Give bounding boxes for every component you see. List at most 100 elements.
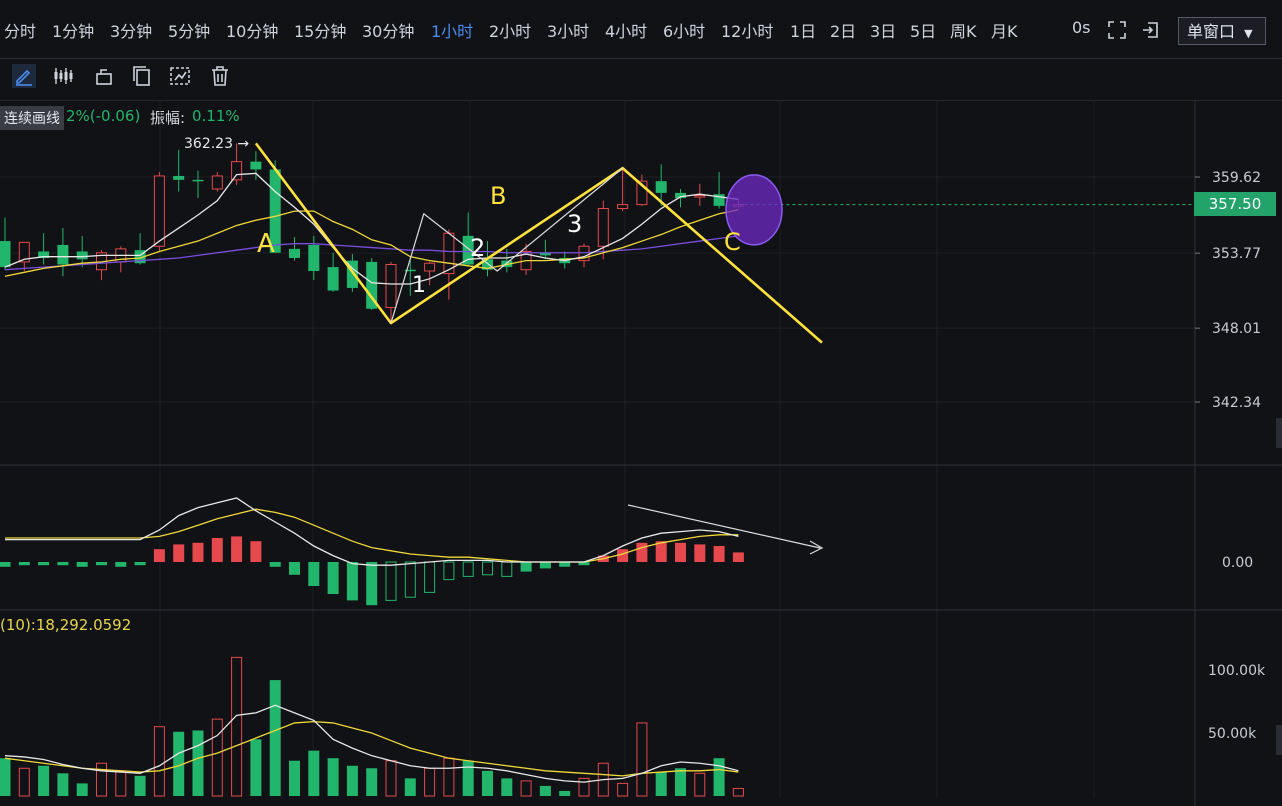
volume-bar-33 (636, 722, 648, 797)
macd-bar-27 (520, 562, 532, 572)
candle-body-13 (250, 161, 262, 170)
timeframe-tab-4[interactable]: 10分钟 (226, 22, 279, 41)
candle-9 (173, 149, 185, 192)
price-tick-label-0: 359.62 (1212, 170, 1261, 186)
refresh-interval[interactable]: 0s (1072, 18, 1091, 37)
candle-19 (366, 257, 378, 311)
candle-36 (694, 183, 706, 206)
candle-4 (76, 235, 88, 268)
candle-22 (424, 261, 436, 286)
candle-2 (38, 233, 50, 265)
candle-15 (289, 237, 300, 261)
wave-label-2: 2 (470, 234, 485, 262)
candles-icon[interactable] (52, 64, 76, 88)
candle-body-12 (231, 161, 243, 181)
trash-icon[interactable] (208, 64, 232, 88)
timeframe-tab-2[interactable]: 3分钟 (110, 22, 153, 41)
candle-33 (636, 174, 648, 206)
candle-38 (732, 199, 744, 209)
macd-bar-31 (597, 555, 609, 562)
scroll-handle-2 (1276, 725, 1282, 755)
volume-bar-12 (231, 656, 243, 797)
popout-icon[interactable] (1140, 20, 1160, 40)
timeframe-tab-11[interactable]: 6小时 (663, 22, 706, 41)
volume-bar-8 (153, 726, 165, 797)
timeframe-tab-7[interactable]: 1小时 (431, 22, 474, 41)
candle-body-36 (694, 194, 706, 198)
timeframe-tab-5[interactable]: 15分钟 (294, 22, 347, 41)
volume-bar-28 (539, 785, 551, 796)
price-tick-label-3: 342.34 (1212, 395, 1261, 411)
macd-bar-26 (501, 561, 513, 577)
wave-label-3: 3 (567, 210, 582, 238)
candle-body-14 (269, 169, 281, 253)
macd-bar-17 (327, 562, 339, 594)
lock-icon[interactable] (92, 64, 116, 88)
candle-34 (655, 164, 667, 206)
volume-tick-label-0: 100.00k (1208, 663, 1266, 679)
timeframe-tab-3[interactable]: 5分钟 (168, 22, 211, 41)
timeframe-tab-16[interactable]: 5日 (910, 22, 937, 41)
candle-5 (96, 250, 107, 281)
candle-body-19 (366, 261, 378, 309)
timeframe-tab-18[interactable]: 月K (991, 22, 1018, 41)
pen-icon[interactable] (12, 64, 36, 88)
timeframe-tab-9[interactable]: 3小时 (547, 22, 590, 41)
candle-body-24 (462, 235, 474, 265)
candle-30 (578, 243, 590, 268)
amplitude-label: 振幅: (150, 109, 186, 127)
macd-bar-6 (115, 562, 127, 567)
candle-body-15 (289, 248, 300, 258)
timeframe-tab-10[interactable]: 4小时 (605, 22, 648, 41)
macd-bar-16 (308, 562, 320, 586)
timeframe-tab-13[interactable]: 1日 (790, 22, 817, 41)
timeframe-tab-15[interactable]: 3日 (870, 22, 897, 41)
macd-bar-21 (404, 561, 416, 598)
volume-bar-7 (134, 775, 146, 796)
macd-bar-36 (694, 544, 706, 562)
macd-bar-14 (269, 562, 281, 567)
candle-body-4 (76, 251, 88, 260)
volume-bar-18 (346, 765, 358, 796)
timeframe-tab-8[interactable]: 2小时 (489, 22, 532, 41)
timeframe-tab-1[interactable]: 1分钟 (52, 22, 95, 41)
timeframe-toolbar: 分时 1分钟 3分钟 5分钟 10分钟 15分钟 30分钟 1小时 2小时 3小时 4小时 6小时 12… (0, 0, 1282, 59)
candle-body-27 (520, 250, 532, 271)
macd-bar-12 (231, 536, 243, 562)
volume-bar-20 (385, 760, 397, 797)
candle-35 (675, 188, 686, 208)
timeframe-tab-12[interactable]: 12小时 (721, 22, 774, 41)
timeframe-tab-17[interactable]: 周K (950, 22, 977, 41)
volume-bar-16 (308, 750, 320, 796)
candle-body-25 (482, 259, 493, 270)
volume-bar-14 (269, 680, 281, 796)
candle-29 (559, 251, 571, 269)
timeframe-tab-0[interactable]: 分时 (4, 22, 37, 41)
candle-body-8 (153, 175, 165, 247)
macd-bar-22 (424, 561, 436, 593)
candle-body-3 (57, 244, 69, 265)
macd-bar-0 (0, 562, 11, 567)
change-value: 2%(-0.06) (66, 107, 141, 125)
ma30-line (4, 235, 739, 271)
volume-bar-32 (617, 782, 629, 797)
candle-12 (231, 143, 243, 186)
toolbar-divider (0, 100, 1282, 101)
timeframe-tab-6[interactable]: 30分钟 (362, 22, 415, 41)
volume-bar-9 (173, 731, 185, 796)
candle-32 (617, 168, 629, 212)
candle-body-10 (192, 179, 204, 182)
fullscreen-icon[interactable] (1107, 20, 1127, 40)
timeframe-tab-14[interactable]: 2日 (830, 22, 857, 41)
candle-14 (269, 160, 281, 253)
candle-16 (308, 235, 320, 281)
settings-icon[interactable] (168, 64, 192, 88)
window-select[interactable]: 单窗口 ▼ (1178, 17, 1266, 45)
macd-bar-8 (153, 549, 165, 562)
volume-bar-27 (520, 780, 532, 797)
candle-3 (57, 228, 69, 277)
volume-ma10-line (4, 721, 739, 777)
copy-icon[interactable] (130, 64, 154, 88)
volume-ma5-line (4, 704, 739, 783)
macd-bar-28 (539, 562, 551, 569)
